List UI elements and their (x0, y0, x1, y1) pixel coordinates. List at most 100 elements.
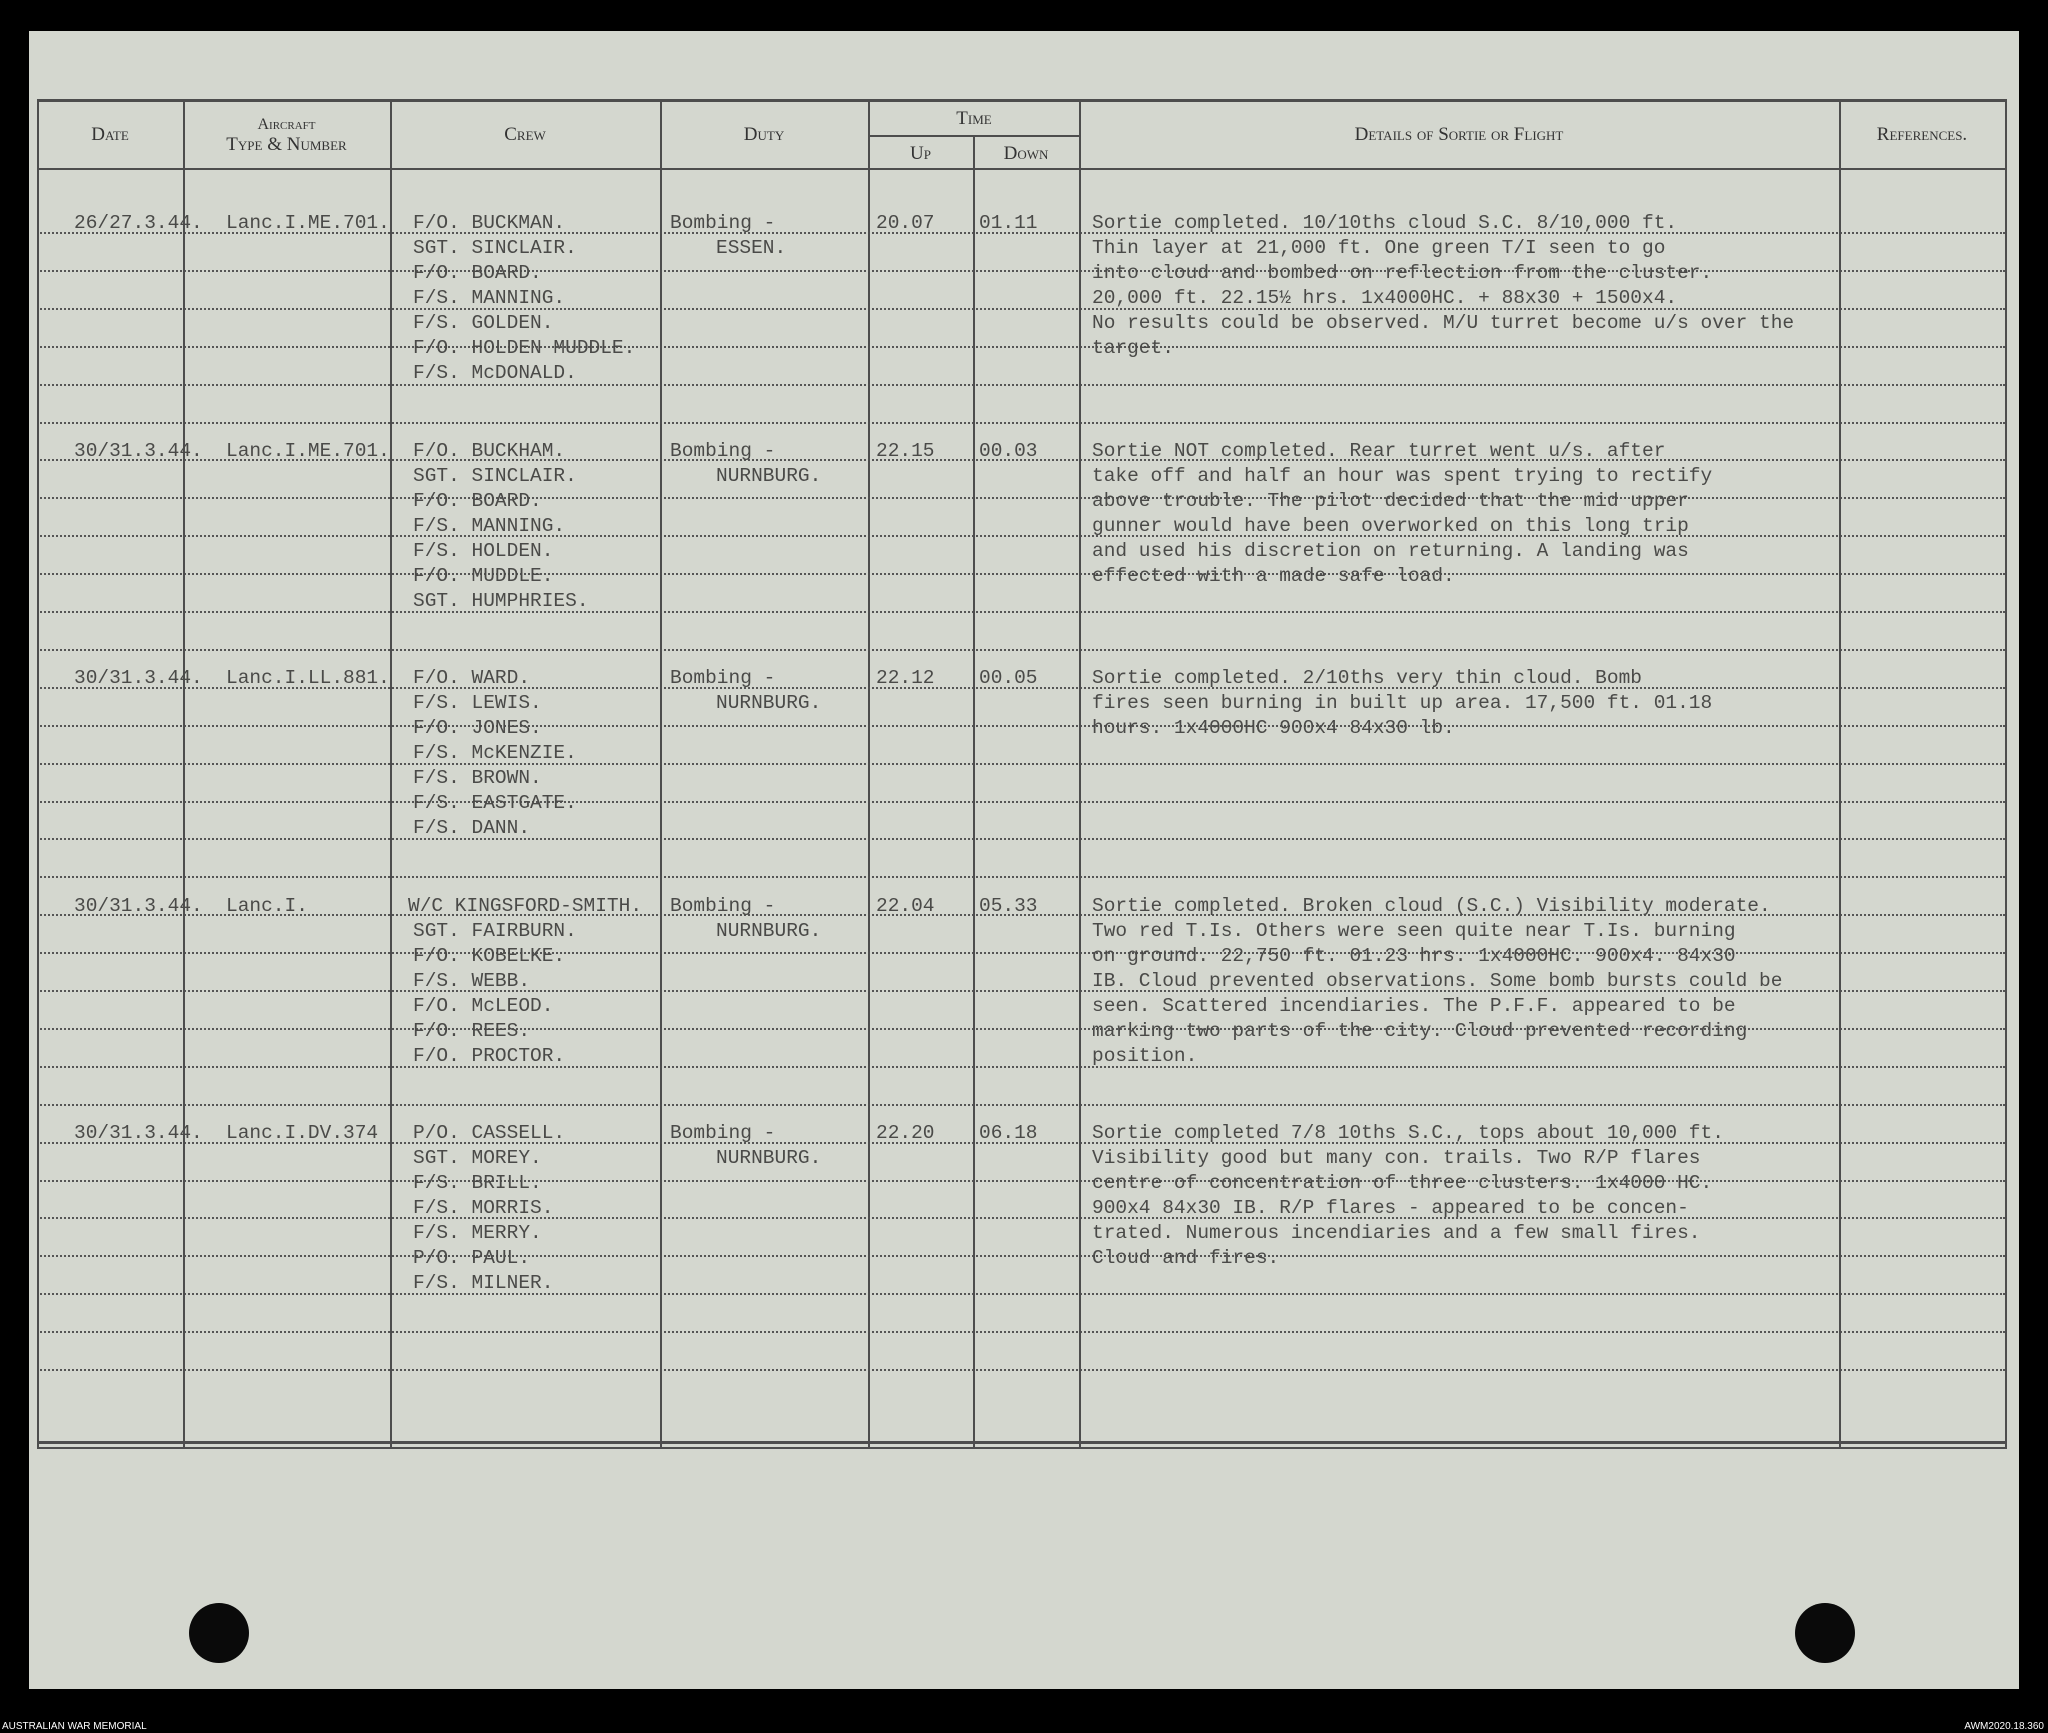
entry-date: 30/31.3.44. (74, 894, 203, 917)
crew-member: F/S. DANN. (413, 817, 531, 839)
dotted-ruling (37, 1217, 2005, 1220)
duty-type: Bombing - (670, 667, 776, 689)
crew-member: F/S. MANNING. (413, 514, 566, 537)
entry-aircraft: Lanc.I. (226, 894, 308, 917)
dotted-ruling (37, 1369, 2005, 1371)
sortie-detail-line: seen. Scattered incendiaries. The P.F.F.… (1092, 994, 1736, 1017)
duty-target: NURNBURG. (716, 692, 822, 714)
crew-member: F/O. McLEOD. (413, 994, 554, 1017)
duty-type: Bombing - (670, 439, 776, 462)
entry-date: 30/31.3.44. (74, 439, 203, 462)
sortie-detail-line: Visibility good but many con. trails. Tw… (1092, 1147, 1701, 1169)
entry-date: 30/31.3.44. (74, 1122, 203, 1144)
crew-member: F/S. MERRY. (413, 1222, 542, 1244)
sortie-detail-line: IB. Cloud prevented observations. Some b… (1092, 969, 1783, 992)
header-details: Details of Sortie or Flight (1354, 124, 1564, 145)
dotted-ruling (37, 914, 2005, 917)
sortie-detail-line: into cloud and bombed on reflection from… (1092, 262, 1713, 284)
sortie-detail-line: Two red T.Is. Others were seen quite nea… (1092, 919, 1736, 942)
dotted-ruling (37, 307, 2005, 310)
crew-member: F/O. KOBELKE. (413, 944, 566, 967)
sortie-detail-line: Sortie completed 7/8 10ths S.C., tops ab… (1092, 1122, 1724, 1144)
crew-member: SGT. SINCLAIR. (413, 464, 577, 487)
table-bottom-rule (37, 1441, 2005, 1444)
sortie-detail-line: 900x4 84x30 IB. R/P flares - appeared to… (1092, 1197, 1689, 1219)
time-up: 22.15 (876, 439, 935, 462)
dotted-ruling (37, 876, 2005, 879)
sortie-detail-line: fires seen burning in built up area. 17,… (1092, 692, 1713, 714)
archive-reference-number: AWM2020.18.360 (1964, 1721, 2044, 1732)
sortie-detail-line: Sortie completed. 2/10ths very thin clou… (1092, 667, 1642, 689)
dotted-ruling (37, 724, 2005, 727)
dotted-ruling (37, 686, 2005, 689)
col-rule (1079, 99, 1081, 1449)
sortie-detail-line: effected with a made safe load. (1092, 564, 1455, 587)
entry-aircraft: Lanc.I.DV.374 (226, 1122, 379, 1144)
col-rule (183, 99, 185, 1449)
sortie-detail-line: Cloud and fires. (1092, 1247, 1280, 1269)
dotted-ruling (37, 573, 2005, 576)
time-up: 22.04 (876, 894, 935, 917)
entry-date: 26/27.3.44. (74, 212, 203, 234)
dotted-ruling (37, 1027, 2005, 1030)
dotted-ruling (37, 1103, 2005, 1106)
time-down: 06.18 (979, 1122, 1038, 1144)
binder-punch-hole-left (189, 1603, 249, 1663)
dotted-ruling (37, 648, 2005, 651)
duty-target: NURNBURG. (716, 464, 822, 487)
sortie-detail-line: centre of concentration of three cluster… (1092, 1172, 1713, 1194)
sortie-detail-line: above trouble. The pilot decided that th… (1092, 489, 1689, 512)
dotted-ruling (37, 1065, 2005, 1068)
operations-record-page: Date Aircraft Type & Number Crew Duty Ti… (29, 31, 2019, 1689)
dotted-ruling (37, 269, 2005, 272)
dotted-ruling (37, 762, 2005, 765)
dotted-ruling (37, 990, 2005, 992)
col-rule (2005, 99, 2007, 1449)
duty-type: Bombing - (670, 212, 776, 234)
header-aircraft-line1: Aircraft (257, 116, 316, 133)
crew-member: F/S. MORRIS. (413, 1197, 554, 1219)
duty-type: Bombing - (670, 1122, 776, 1144)
crew-member: SGT. FAIRBURN. (413, 919, 577, 942)
header-references: References. (1876, 124, 1968, 145)
binder-punch-hole-right (1795, 1603, 1855, 1663)
col-rule (868, 99, 870, 1449)
header-date: Date (91, 124, 129, 145)
sortie-detail-line: on ground. 22,750 ft. 01.23 hrs. 1x4000H… (1092, 944, 1736, 967)
entry-aircraft: Lanc.I.LL.881. (226, 667, 390, 689)
crew-member: F/O. BUCKMAN. (413, 212, 566, 234)
crew-member: F/S. HOLDEN. (413, 539, 554, 562)
crew-member: F/O. WARD. (413, 667, 531, 689)
crew-member: SGT. HUMPHRIES. (413, 589, 589, 612)
sortie-detail-line: hours. 1x4000HC 900x4 84x30 lb. (1092, 717, 1455, 739)
crew-member: SGT. SINCLAIR. (413, 237, 577, 259)
table-top-rule (37, 99, 2005, 102)
crew-member: F/O. REES. (413, 1019, 531, 1042)
archive-credit: AUSTRALIAN WAR MEMORIAL (2, 1721, 147, 1732)
header-aircraft-line2: Type & Number (226, 134, 347, 155)
sortie-detail-line: target. (1092, 337, 1174, 359)
sortie-detail-line: marking two parts of the city. Cloud pre… (1092, 1019, 1748, 1042)
sortie-detail-line: Thin layer at 21,000 ft. One green T/I s… (1092, 237, 1666, 259)
crew-member: SGT. MOREY. (413, 1147, 542, 1169)
sortie-detail-line: Sortie NOT completed. Rear turret went u… (1092, 439, 1666, 462)
dotted-ruling (37, 1293, 2005, 1296)
entry-aircraft: Lanc.I.ME.701. (226, 439, 390, 462)
duty-target: NURNBURG. (716, 919, 822, 942)
header-time: Time (956, 108, 992, 129)
header-down: Down (1003, 143, 1049, 164)
crew-member: F/O. MUDDLE. (413, 564, 554, 587)
crew-member: F/O. HOLDEN MUDDLE. (413, 337, 636, 359)
sortie-detail-line: take off and half an hour was spent tryi… (1092, 464, 1713, 487)
crew-member: F/S. EASTGATE. (413, 792, 577, 814)
header-crew: Crew (504, 124, 546, 145)
dotted-ruling (37, 232, 2005, 234)
crew-member: F/S. MANNING. (413, 287, 566, 309)
dotted-ruling (37, 1331, 2005, 1334)
sortie-detail-line: gunner would have been overworked on thi… (1092, 514, 1689, 537)
crew-member: F/O. BOARD. (413, 262, 542, 284)
col-rule (1839, 99, 1841, 1449)
crew-member: P/O. CASSELL. (413, 1122, 566, 1144)
col-rule (660, 99, 662, 1449)
crew-member: F/S. LEWIS. (413, 692, 542, 714)
